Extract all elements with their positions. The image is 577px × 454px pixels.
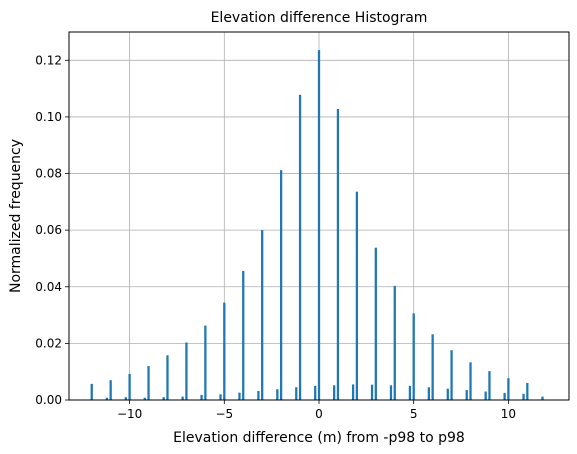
histogram-bar <box>393 285 396 400</box>
histogram-bar <box>503 392 506 400</box>
histogram-bar <box>484 391 487 400</box>
histogram-bar <box>431 334 434 400</box>
histogram-bar <box>242 270 245 400</box>
x-tick-label: −5 <box>215 407 233 421</box>
x-tick-label: 10 <box>501 407 516 421</box>
histogram-bar <box>90 383 93 400</box>
x-axis-label: Elevation difference (m) from -p98 to p9… <box>173 430 465 446</box>
histogram-bar <box>147 366 150 400</box>
axis-ticks: −10 −5 0 5 10 0.00 0.02 0.04 0.06 0.08 0.10 0.12 <box>35 53 516 421</box>
histogram-bar <box>389 385 393 400</box>
histogram-bar <box>128 373 131 400</box>
histogram-bar <box>298 94 302 400</box>
y-axis-label: Normalized frequency <box>8 139 24 293</box>
histogram-bar <box>124 397 127 400</box>
histogram-bar <box>507 378 510 400</box>
histogram-bar <box>143 397 146 400</box>
histogram-bar <box>526 383 529 400</box>
x-tick-label: −10 <box>117 407 142 421</box>
histogram-bar <box>317 50 321 401</box>
histogram-bar <box>219 394 222 400</box>
bars <box>90 50 544 401</box>
histogram-bar <box>541 396 544 400</box>
histogram-bar <box>450 350 453 400</box>
histogram-bar <box>374 247 377 400</box>
y-tick-label: 0.10 <box>35 110 62 124</box>
histogram-bar <box>109 380 112 400</box>
histogram-bar <box>279 170 283 400</box>
histogram-bar <box>351 384 355 400</box>
chart-title: Elevation difference Histogram <box>211 10 428 26</box>
histogram-bar <box>465 390 468 400</box>
histogram-bar <box>370 384 374 400</box>
histogram-bar <box>238 392 241 400</box>
x-tick-label: 0 <box>315 407 323 421</box>
histogram-bar <box>488 371 491 400</box>
histogram-bar <box>446 388 449 400</box>
histogram-bar <box>162 397 165 400</box>
y-tick-label: 0.04 <box>35 280 62 294</box>
histogram-bar <box>469 362 472 400</box>
histogram-bar <box>200 394 203 400</box>
histogram-bar <box>522 393 525 400</box>
histogram-bar <box>185 342 188 400</box>
histogram-bar <box>408 385 412 400</box>
y-tick-label: 0.08 <box>35 167 62 181</box>
y-tick-label: 0.12 <box>35 53 62 67</box>
histogram-bar <box>261 230 264 400</box>
histogram-bar <box>355 191 359 400</box>
histogram-bar <box>412 313 415 400</box>
y-tick-label: 0.02 <box>35 336 62 350</box>
histogram-bar <box>336 108 340 401</box>
histogram-bar <box>314 385 317 400</box>
histogram-bar <box>204 325 207 400</box>
histogram-bar <box>257 390 260 400</box>
y-tick-label: 0.06 <box>35 223 62 237</box>
histogram-bar <box>276 389 279 400</box>
x-tick-label: 5 <box>410 407 418 421</box>
histogram-bar <box>427 387 430 400</box>
histogram-bar <box>181 396 184 400</box>
histogram-bar <box>295 387 298 400</box>
histogram-bar <box>223 302 226 400</box>
histogram-bar <box>333 385 336 400</box>
histogram-bar <box>105 397 109 400</box>
y-tick-label: 0.00 <box>35 393 62 407</box>
histogram-bar <box>166 355 169 400</box>
